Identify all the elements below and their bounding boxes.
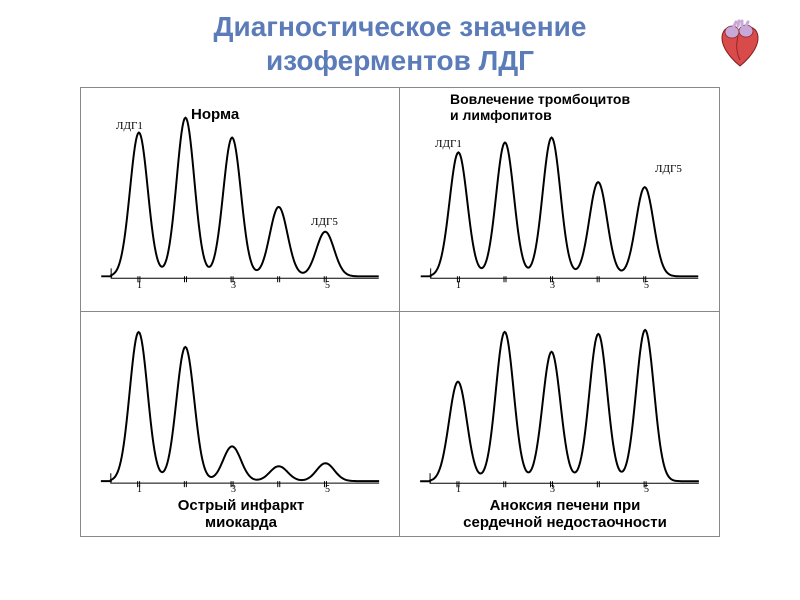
title-line-1: Диагностическое значение [214, 11, 587, 42]
axis-5-thromb: 5 [644, 280, 649, 291]
axis-3-norma: 3 [231, 280, 236, 291]
panel-norma: ЛДГ1 Норма ЛДГ5 1 3 5 [81, 88, 400, 312]
chart-grid: ЛДГ1 Норма ЛДГ5 1 3 5 Вовлечение тромбоц… [80, 87, 720, 537]
panel-anoxia: 1 3 5 Аноксия печени при сердечной недос… [400, 312, 719, 536]
axis-3-anoxia: 3 [550, 484, 555, 495]
panel-thromb: Вовлечение тромбоцитов и лимфопитов ЛДГ1… [400, 88, 719, 312]
label-ldg1-norma: ЛДГ1 [116, 120, 143, 132]
panel-infarkt: 1 3 5 Острый инфаркт миокарда [81, 312, 400, 536]
axis-1-anoxia: 1 [456, 484, 461, 495]
axis-1-thromb: 1 [456, 280, 461, 291]
axis-3-infarkt: 3 [231, 484, 236, 495]
axis-5-anoxia: 5 [644, 484, 649, 495]
heart-icon [712, 18, 768, 74]
title-infarkt: Острый инфаркт миокарда [151, 497, 331, 532]
title-anoxia: Аноксия печени при сердечной недостаочно… [435, 497, 695, 532]
page-title: Диагностическое значение изоферментов ЛД… [10, 10, 790, 77]
label-ldg1-thromb: ЛДГ1 [435, 138, 462, 150]
axis-5-norma: 5 [325, 280, 330, 291]
axis-5-infarkt: 5 [325, 484, 330, 495]
axis-1-norma: 1 [137, 280, 142, 291]
axis-1-infarkt: 1 [137, 484, 142, 495]
title-norma: Норма [191, 106, 239, 123]
axis-3-thromb: 3 [550, 280, 555, 291]
label-ldg5-norma: ЛДГ5 [311, 216, 338, 228]
title-thromb: Вовлечение тромбоцитов и лимфопитов [450, 92, 630, 123]
title-line-2: изоферментов ЛДГ [266, 45, 534, 76]
label-ldg5-thromb: ЛДГ5 [655, 163, 682, 175]
